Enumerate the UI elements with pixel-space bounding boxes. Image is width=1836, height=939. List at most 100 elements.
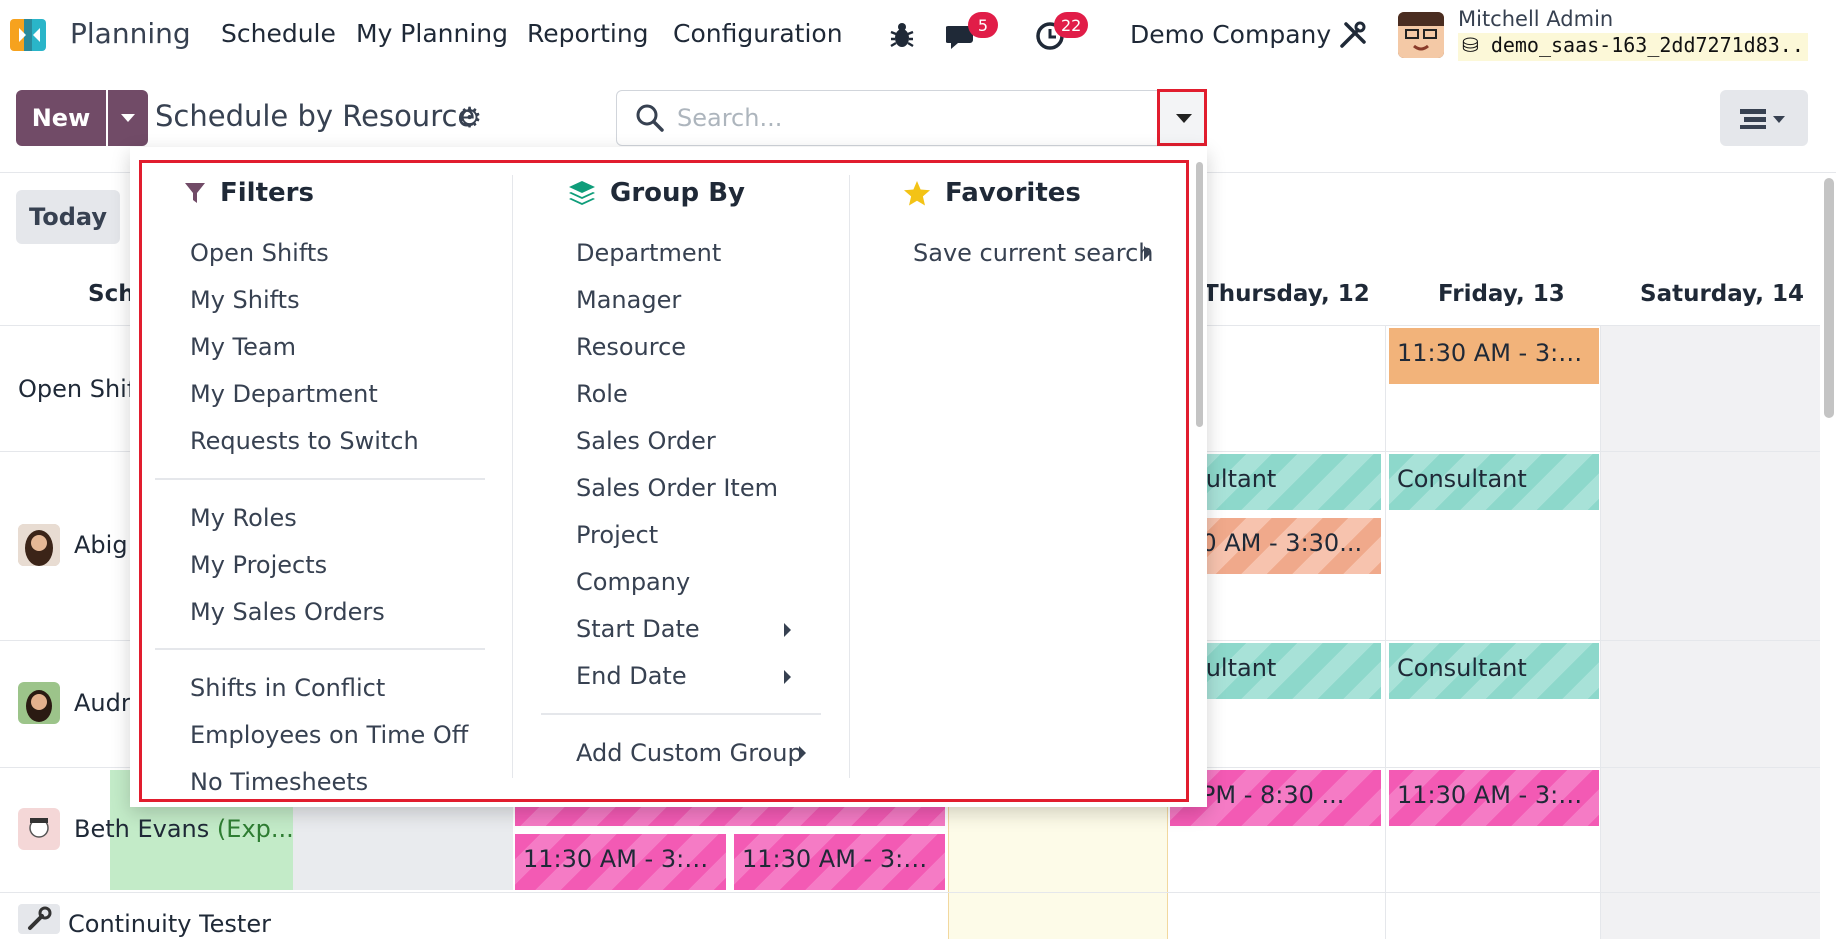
save-current-search[interactable]: Save current search [913, 239, 1154, 267]
chevron-right-icon [784, 623, 791, 637]
app-brand[interactable]: Planning [70, 17, 191, 50]
filter-my-shifts[interactable]: My Shifts [190, 286, 300, 314]
star-icon [904, 181, 930, 206]
group-by-title: Group By [610, 178, 745, 208]
groupby-manager[interactable]: Manager [576, 286, 682, 314]
menu-my-planning[interactable]: My Planning [356, 19, 509, 48]
groupby-separator [541, 713, 821, 715]
favorites-header: Favorites [903, 178, 1081, 208]
groupby-department[interactable]: Department [576, 239, 722, 267]
user-name[interactable]: Mitchell Admin [1458, 7, 1614, 31]
row-audrey[interactable]: Audr [74, 689, 131, 717]
column-header-schedule: Sch [88, 281, 135, 307]
top-navbar: Planning Schedule My Planning Reporting … [0, 0, 1836, 72]
column-header-thursday: Thursday, 12 [1203, 281, 1370, 307]
database-label: demo_saas-163_2dd7271d83... [1490, 33, 1808, 57]
dropdown-scrollbar[interactable] [1196, 162, 1203, 427]
search-bar [616, 90, 1206, 146]
filter-separator [155, 648, 485, 650]
dropdown-highlight-frame [139, 160, 1189, 802]
today-button[interactable]: Today [16, 190, 120, 244]
messages-badge: 5 [968, 12, 998, 38]
groupby-company[interactable]: Company [576, 568, 691, 596]
resource-name[interactable]: Beth Evans [74, 815, 210, 843]
column-header-saturday: Saturday, 14 [1640, 281, 1805, 307]
shift-pill[interactable]: 11:30 AM - 3:30... [1389, 770, 1599, 826]
activities-badge: 22 [1054, 12, 1089, 38]
avatar [18, 524, 60, 566]
filter-my-projects[interactable]: My Projects [190, 551, 328, 579]
database-name: ⛁ demo_saas-163_2dd7271d83... [1458, 33, 1808, 61]
weekend-column [1600, 325, 1820, 939]
filters-title: Filters [220, 178, 314, 208]
menu-configuration[interactable]: Configuration [673, 19, 843, 48]
chevron-right-icon [784, 670, 791, 684]
filter-requests-to-switch[interactable]: Requests to Switch [190, 427, 419, 455]
shift-pill-partial[interactable] [515, 806, 945, 826]
filter-my-team[interactable]: My Team [190, 333, 296, 361]
filter-separator [155, 478, 485, 480]
shift-pill[interactable]: 11:30 AM - 3:30... [734, 834, 945, 890]
shift-pill[interactable]: Consultant [1389, 643, 1599, 699]
filter-my-sales-orders[interactable]: My Sales Orders [190, 598, 385, 626]
page-title: Schedule by Resource [155, 99, 476, 133]
groupby-project[interactable]: Project [576, 521, 659, 549]
menu-schedule[interactable]: Schedule [221, 19, 336, 48]
groupby-role[interactable]: Role [576, 380, 628, 408]
search-input[interactable] [677, 99, 1127, 137]
filter-shifts-in-conflict[interactable]: Shifts in Conflict [190, 674, 386, 702]
column-separator [512, 175, 513, 778]
gantt-view-icon [1740, 109, 1785, 129]
groupby-start-date[interactable]: Start Date [576, 615, 700, 643]
new-button[interactable]: New [16, 90, 106, 146]
row-divider [0, 892, 1820, 893]
add-custom-group[interactable]: Add Custom Group [576, 739, 803, 767]
new-dropdown-toggle[interactable] [108, 90, 148, 146]
favorites-title: Favorites [945, 178, 1081, 208]
chevron-right-icon [799, 746, 806, 760]
search-options-toggle[interactable] [1157, 89, 1207, 146]
filter-open-shifts[interactable]: Open Shifts [190, 239, 329, 267]
user-avatar[interactable] [1398, 12, 1444, 58]
bug-icon[interactable] [888, 20, 916, 50]
search-icon [636, 104, 664, 132]
shift-pill[interactable]: 11:30 AM - 3:30... [1389, 328, 1599, 384]
groupby-sales-order[interactable]: Sales Order [576, 427, 716, 455]
menu-reporting[interactable]: Reporting [527, 19, 649, 48]
filter-my-roles[interactable]: My Roles [190, 504, 297, 532]
avatar [18, 682, 60, 724]
gear-icon[interactable]: ⚙ [457, 101, 483, 134]
filter-employees-on-time-off[interactable]: Employees on Time Off [190, 721, 469, 749]
groupby-end-date[interactable]: End Date [576, 662, 687, 690]
column-divider [1385, 325, 1386, 939]
column-header-friday: Friday, 13 [1438, 281, 1565, 307]
groupby-sales-order-item[interactable]: Sales Order Item [576, 474, 778, 502]
planning-app-icon[interactable] [10, 15, 56, 55]
chevron-right-icon [1144, 246, 1151, 260]
filter-no-timesheets[interactable]: No Timesheets [190, 768, 369, 796]
tools-icon[interactable] [1338, 20, 1368, 50]
resource-note: (Exp... [216, 815, 294, 843]
filters-header: Filters [184, 178, 314, 208]
company-switcher[interactable]: Demo Company [1130, 20, 1332, 49]
shift-pill[interactable]: 11:30 AM - 3:30... [515, 834, 726, 890]
layers-icon [569, 181, 595, 205]
filter-my-department[interactable]: My Department [190, 380, 378, 408]
column-divider [1600, 325, 1601, 939]
view-switcher[interactable] [1720, 90, 1808, 146]
row-abigail[interactable]: Abig [74, 531, 128, 559]
row-open-shifts[interactable]: Open Shif [18, 375, 136, 403]
row-beth-evans: Beth Evans (Exp... [74, 815, 294, 843]
filter-icon [185, 183, 205, 203]
messages-icon[interactable] [946, 22, 982, 52]
column-separator [849, 175, 850, 778]
avatar [18, 808, 60, 850]
database-icon: ⛁ [1462, 33, 1479, 57]
row-continuity-tester[interactable]: Continuity Tester [68, 910, 271, 938]
group-by-header: Group By [568, 178, 745, 208]
search-panel-dropdown [130, 147, 1207, 807]
page-scrollbar[interactable] [1824, 178, 1834, 418]
wrench-icon [18, 904, 60, 934]
shift-pill[interactable]: Consultant [1389, 454, 1599, 510]
groupby-resource[interactable]: Resource [576, 333, 687, 361]
